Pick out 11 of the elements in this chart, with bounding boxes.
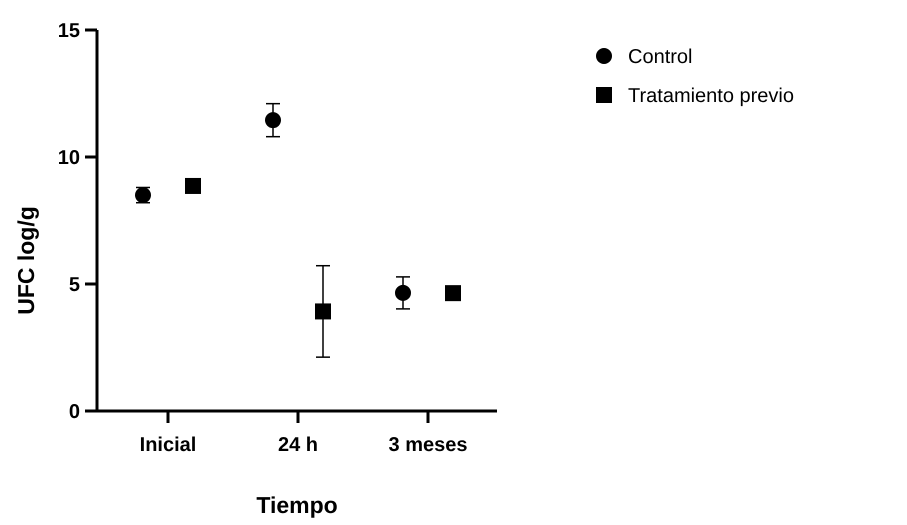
y-tick-label: 0 [68, 401, 80, 423]
y-tick-label: 5 [68, 274, 80, 296]
y-tick-label: 10 [58, 147, 80, 169]
x-tick-label: 3 meses [388, 434, 468, 456]
x-tick-label: Inicial [140, 434, 196, 456]
legend-label: Tratamiento previo [628, 85, 794, 107]
x-tick-label: 24 h [278, 434, 318, 456]
y-tick-label: 15 [58, 20, 80, 42]
y-axis-title: UFC log/g [13, 206, 39, 315]
x-axis-title: Tiempo [256, 492, 338, 518]
legend-label: Control [628, 46, 692, 68]
